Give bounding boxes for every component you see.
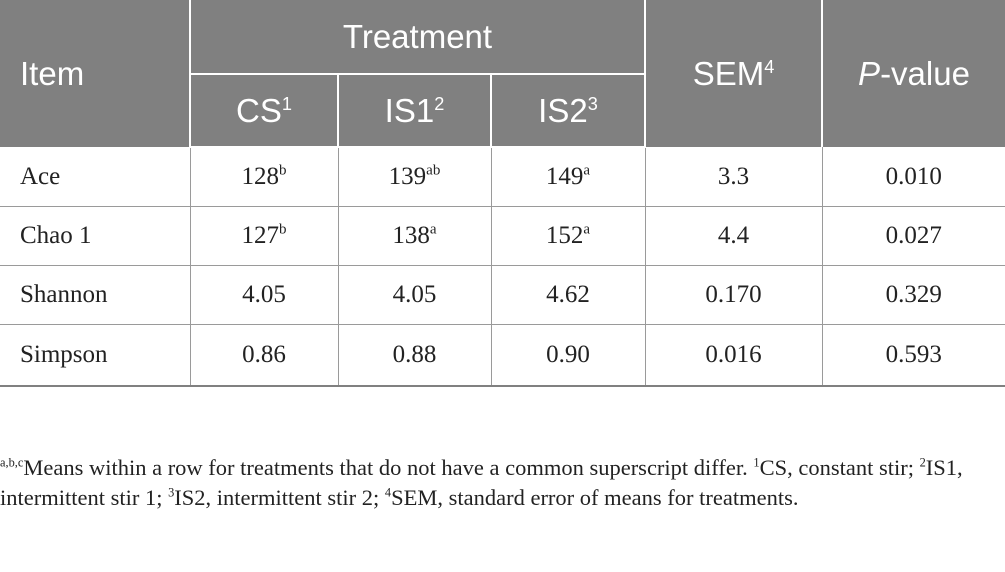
row-name: Ace [0, 147, 191, 207]
sem-header: SEM4 [645, 0, 823, 147]
subheader-row: CS1 IS12 IS23 [0, 74, 1005, 148]
table-row: Simpson 0.86 0.88 0.90 0.016 0.593 [0, 324, 1005, 387]
is2-header: IS23 [491, 74, 646, 148]
table-row: Ace 128b 139ab 149a 3.3 0.010 [0, 147, 1005, 207]
is1-header: IS12 [338, 74, 492, 148]
sem-cell: 0.016 [645, 324, 823, 387]
is2-cell: 4.62 [491, 265, 646, 325]
sem-cell: 0.170 [645, 265, 823, 325]
cs-cell: 0.86 [190, 324, 339, 387]
is1-cell: 4.05 [338, 265, 492, 325]
is1-cell: 0.88 [338, 324, 492, 387]
is1-cell: 139ab [338, 147, 492, 207]
table-row: Chao 1 127b 138a 152a 4.4 0.027 [0, 206, 1005, 266]
pvalue-cell: 0.329 [822, 265, 1005, 325]
is2-cell: 152a [491, 206, 646, 266]
pvalue-cell: 0.010 [822, 147, 1005, 207]
is1-cell: 138a [338, 206, 492, 266]
sem-cell: 3.3 [645, 147, 823, 207]
cs-header: CS1 [190, 74, 339, 148]
cs-cell: 128b [190, 147, 339, 207]
row-name: Shannon [0, 265, 191, 325]
sem-cell: 4.4 [645, 206, 823, 266]
pvalue-cell: 0.593 [822, 324, 1005, 387]
table-footnote: a,b,cMeans within a row for treatments t… [0, 455, 963, 510]
is2-cell: 0.90 [491, 324, 646, 387]
pvalue-cell: 0.027 [822, 206, 1005, 266]
header-row: Item Treatment SEM4 P-value [0, 0, 1005, 147]
cs-cell: 4.05 [190, 265, 339, 325]
item-header: Item [0, 0, 191, 147]
cs-cell: 127b [190, 206, 339, 266]
treatment-header: Treatment [190, 0, 646, 75]
results-table: Item Treatment SEM4 P-value CS1 IS12 IS2… [0, 0, 1005, 387]
pvalue-header: P-value [822, 0, 1005, 147]
is2-cell: 149a [491, 147, 646, 207]
row-name: Simpson [0, 324, 191, 387]
table-row: Shannon 4.05 4.05 4.62 0.170 0.329 [0, 265, 1005, 325]
row-name: Chao 1 [0, 206, 191, 266]
